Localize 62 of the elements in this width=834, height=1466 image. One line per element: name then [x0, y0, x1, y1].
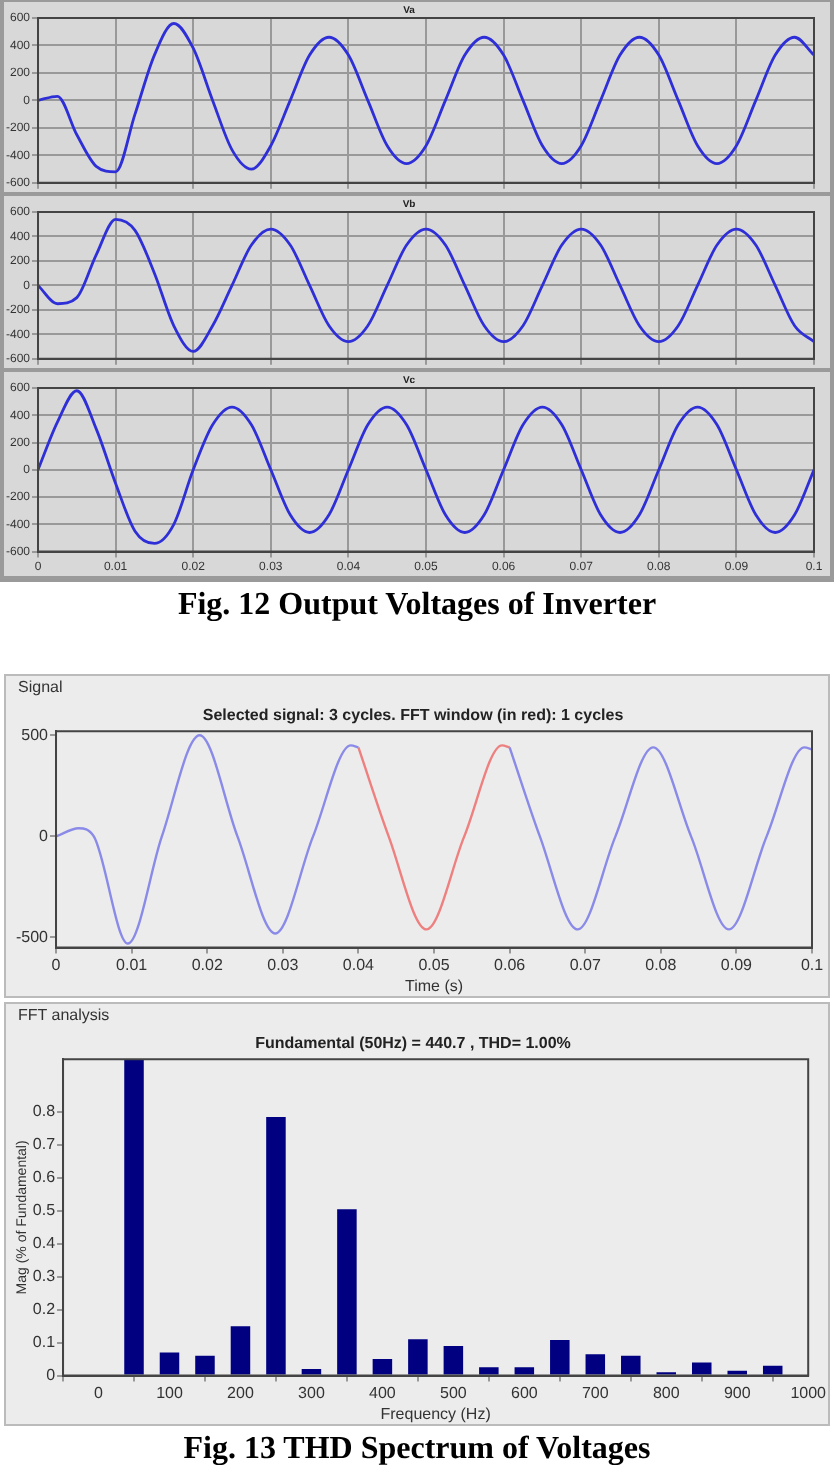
x-tick-label: 800: [652, 1383, 681, 1402]
x-tick-label: 0.01: [116, 955, 149, 974]
y-tick-label: 0.3: [32, 1267, 57, 1286]
x-tick-label: 900: [723, 1383, 752, 1402]
bar: [159, 1352, 180, 1375]
bar: [479, 1367, 499, 1375]
bar: [550, 1340, 570, 1375]
bar: [408, 1339, 428, 1375]
y-tick-label: 0.8: [32, 1102, 57, 1121]
x-tick-label: 0.07: [569, 955, 602, 974]
x-tick-label: 0.06: [494, 955, 527, 974]
y-tick-label: 0.1: [32, 1333, 57, 1352]
x-tick-label: 0.08: [645, 955, 678, 974]
caption: Fig. 12 Output Voltages of Inverter: [175, 586, 659, 626]
x-tick-label: 0.02: [191, 955, 224, 974]
x-tick-label: 0.09: [720, 955, 754, 974]
x-tick-label: 0.03: [267, 955, 300, 974]
bar: [443, 1345, 464, 1375]
x-tick-label: 0.1: [800, 955, 825, 974]
x-tick-label: 0: [94, 1383, 105, 1402]
y-tick-label: 0.6: [32, 1168, 57, 1187]
text: FFT analysis: [16, 1004, 112, 1028]
x-tick-label: 1000: [790, 1383, 828, 1402]
x-tick-label: 0.04: [342, 955, 376, 974]
x-tick-label: 200: [227, 1383, 255, 1402]
caption: Fig. 13 THD Spectrum of Voltages: [181, 1430, 653, 1466]
y-tick-label: 0: [46, 1366, 57, 1385]
x-tick-label: 700: [581, 1383, 610, 1402]
x-tick-label: 0.05: [418, 955, 451, 974]
bar: [585, 1354, 606, 1375]
bar: [230, 1326, 251, 1375]
line-series: [38, 389, 814, 545]
x-axis-title: Frequency (Hz): [380, 1404, 492, 1423]
bar: [337, 1209, 357, 1375]
text: Signal: [16, 676, 65, 700]
chart-title: Fundamental (50Hz) = 440.7 , THD= 1.00%: [255, 1034, 571, 1053]
bar: [762, 1365, 783, 1375]
line-series: [38, 217, 814, 353]
bar: [691, 1362, 712, 1375]
x-tick-label: 300: [298, 1383, 326, 1402]
bar: [124, 1059, 144, 1375]
bar: [301, 1369, 322, 1375]
y-tick-label: 0.5: [32, 1201, 57, 1220]
chart-title: Selected signal: 3 cycles. FFT window (in red): 1 cycles: [202, 706, 625, 725]
y-tick-label: -500: [15, 927, 50, 946]
x-tick-label: 600: [510, 1383, 539, 1402]
x-tick-label: 400: [369, 1383, 397, 1402]
bar: [195, 1355, 215, 1375]
y-tick-label: 0.2: [32, 1300, 57, 1319]
bar: [266, 1116, 286, 1375]
y-tick-label: 0: [39, 826, 50, 845]
y-tick-label: 0.4: [32, 1234, 57, 1253]
line-series: [38, 22, 814, 174]
bar: [514, 1367, 535, 1375]
x-tick-label: 500: [440, 1383, 468, 1402]
x-axis-title: Time (s): [404, 976, 464, 995]
x-tick-label: 100: [156, 1383, 184, 1402]
bar: [621, 1355, 641, 1375]
y-tick-label: 500: [21, 725, 50, 744]
bar: [372, 1359, 393, 1375]
y-tick-label: 0.7: [32, 1135, 57, 1154]
line-series: [357, 744, 511, 931]
